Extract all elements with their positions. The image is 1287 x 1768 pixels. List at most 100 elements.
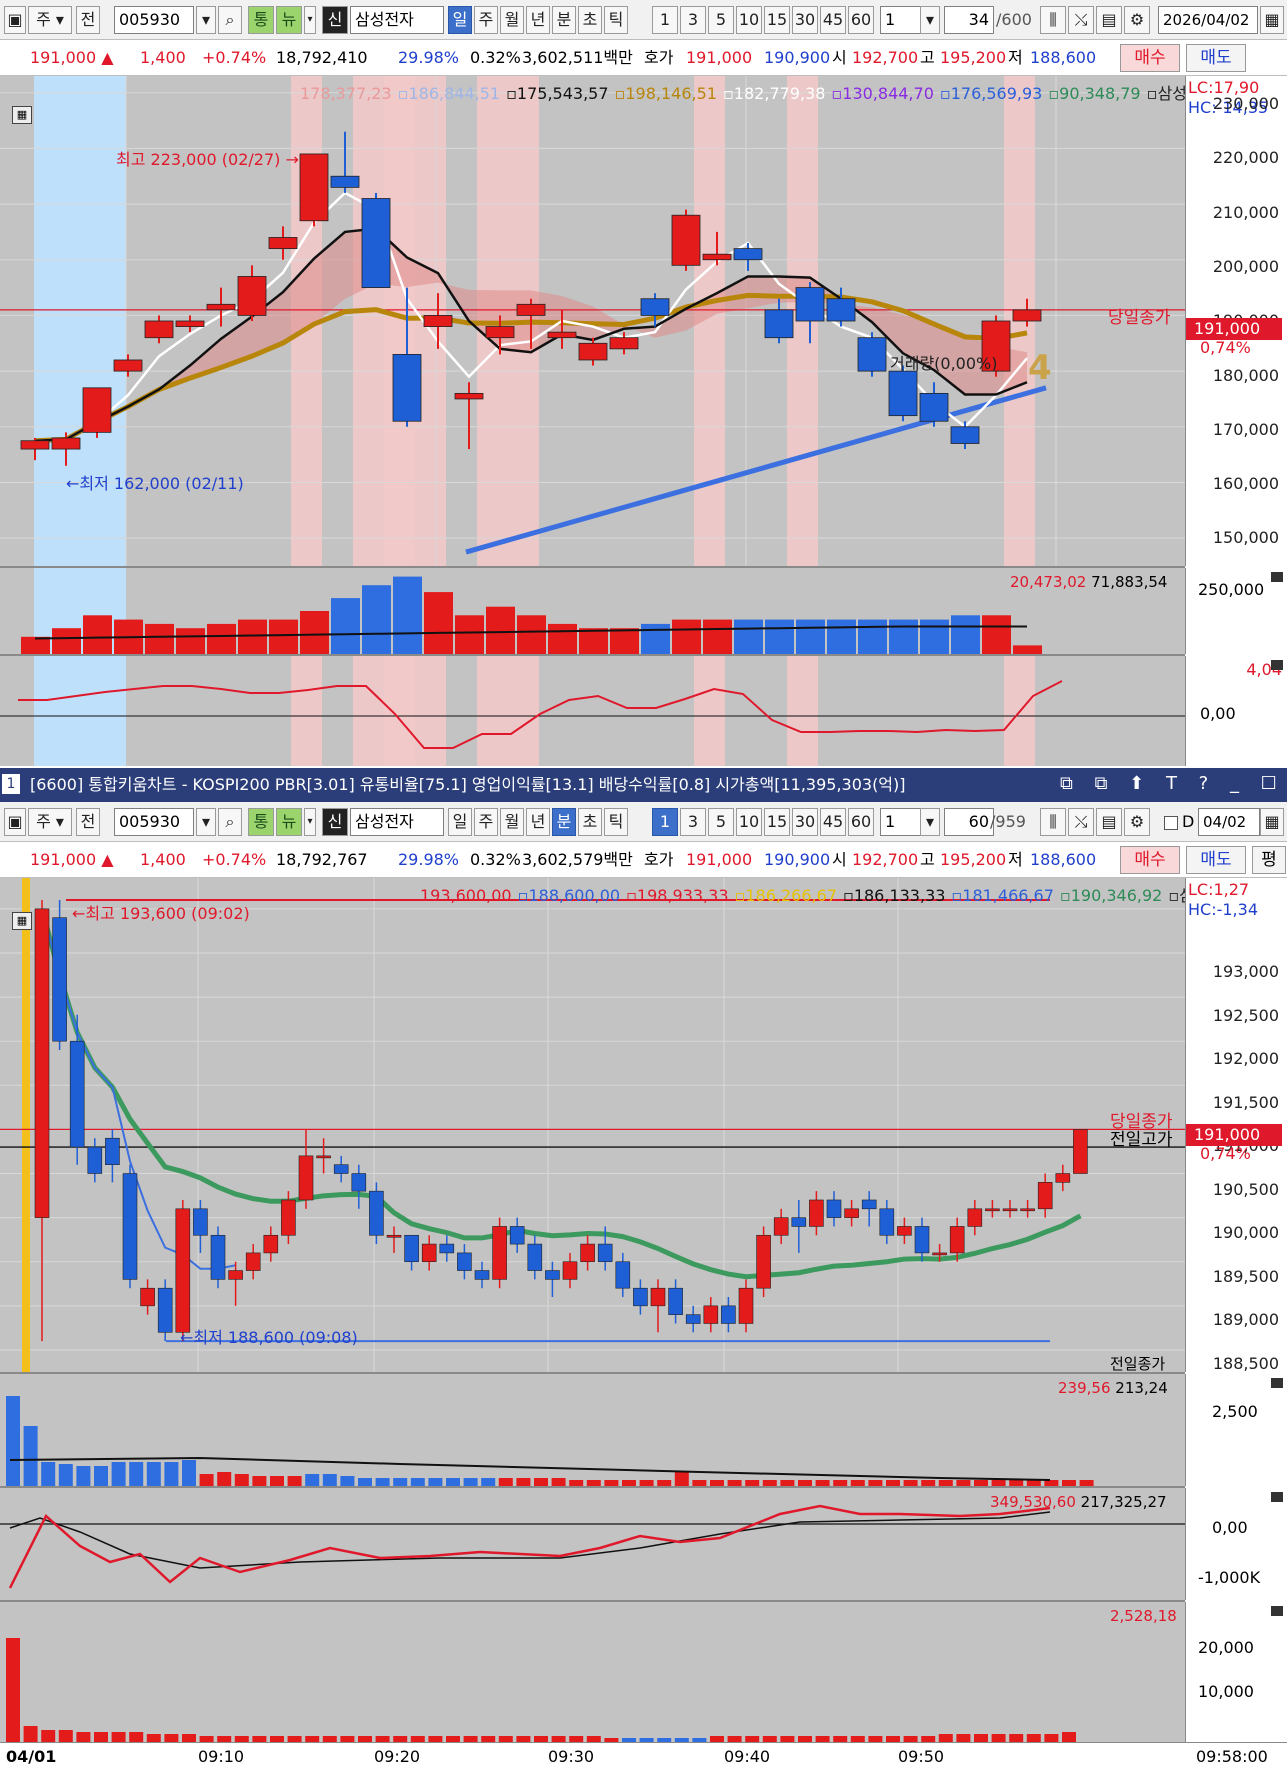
top-interval-tab-3[interactable]: 10 (736, 6, 762, 34)
bottom-indicator-pane[interactable]: 349,530,60 217,325,27 (0, 1488, 1185, 1600)
bottom-period-tab-1[interactable]: 주 (474, 808, 498, 836)
mcandle-body-43 (791, 1217, 807, 1227)
mind2-bar-9 (164, 1734, 179, 1742)
nyu-button[interactable]: 뉴 (276, 6, 302, 34)
code-dropdown-icon[interactable]: ▾ (196, 6, 216, 34)
search-icon[interactable]: ⌕ (218, 6, 242, 34)
pane-close-icon-2[interactable] (1271, 660, 1283, 670)
ind-pink-band-5 (787, 656, 818, 766)
search-icon-b[interactable]: ⌕ (218, 808, 242, 836)
interval-dropdown-icon[interactable]: ▾ (920, 6, 940, 34)
mvol-bar-33 (586, 1480, 601, 1486)
bottom-indicator2-pane[interactable]: 2,528,18 (0, 1602, 1185, 1742)
compare-tool-icon[interactable]: ⤯ (1068, 6, 1094, 34)
sell-button-b[interactable]: 매도 (1186, 846, 1246, 874)
period-select[interactable]: 주 ▾ (28, 6, 72, 34)
nyu-dropdown-icon[interactable]: ▾ (304, 6, 316, 34)
nyu-dropdown-icon-b[interactable]: ▾ (304, 808, 316, 836)
buy-button-b[interactable]: 매수 (1120, 846, 1180, 874)
bottom-interval-tab-7[interactable]: 60 (848, 808, 874, 836)
top-period-tab-2[interactable]: 월 (500, 6, 524, 34)
bottom-interval-tab-2[interactable]: 5 (708, 808, 734, 836)
bottom-period-tab-4[interactable]: 분 (552, 808, 576, 836)
ma-legend: 178,377,23 ▫186,844,51 ▫175,543,57 ▫198,146… (300, 80, 1185, 104)
code-dropdown-icon-b[interactable]: ▾ (196, 808, 216, 836)
bottom-interval-tab-5[interactable]: 30 (792, 808, 818, 836)
code-input-b[interactable]: 005930 (114, 808, 194, 836)
chart-type-icon[interactable]: ▣ (4, 6, 26, 34)
calendar-icon-b[interactable]: ▦ (1260, 808, 1284, 836)
bottom-volume-pane[interactable]: 239,56 213,24 (0, 1374, 1185, 1486)
sell-button[interactable]: 매도 (1186, 44, 1246, 72)
d-checkbox[interactable] (1164, 816, 1178, 830)
candle-tool-icon-b[interactable]: ⫼ (1040, 808, 1066, 836)
top-period-tab-5[interactable]: 초 (578, 6, 602, 34)
window-index-badge[interactable]: 1 (2, 774, 20, 794)
ma-legend-b: 193,600,00 ▫188,600,00 ▫198,933,33 ▫186,266… (420, 882, 1185, 906)
interval-input-b[interactable]: 1 (880, 808, 922, 836)
interval-input[interactable]: 1 (880, 6, 922, 34)
calendar-icon[interactable]: ▦ (1260, 6, 1284, 34)
bottom-interval-tab-6[interactable]: 45 (820, 808, 846, 836)
top-period-tab-1[interactable]: 주 (474, 6, 498, 34)
bottom-interval-tab-0[interactable]: 1 (652, 808, 678, 836)
top-interval-tab-0[interactable]: 1 (652, 6, 678, 34)
top-interval-tab-5[interactable]: 30 (792, 6, 818, 34)
date-input[interactable]: 2026/04/02 (1158, 6, 1258, 34)
top-period-tab-3[interactable]: 년 (526, 6, 550, 34)
save-icon[interactable]: ▤ (1096, 6, 1122, 34)
top-interval-tab-2[interactable]: 5 (708, 6, 734, 34)
pane-close-icon-4[interactable] (1271, 1492, 1283, 1502)
tong-button-b[interactable]: 통 (248, 808, 274, 836)
bottom-period-tab-5[interactable]: 초 (578, 808, 602, 836)
top-period-tab-0[interactable]: 일 (448, 6, 472, 34)
table-toggle-icon[interactable]: ▦ (12, 106, 32, 124)
table-toggle-icon-b[interactable]: ▦ (12, 912, 32, 930)
bottom-period-tab-6[interactable]: 틱 (604, 808, 628, 836)
compare-tool-icon-b[interactable]: ⤯ (1068, 808, 1094, 836)
top-volume-pane[interactable]: 20,473,02 71,883,54 (0, 568, 1185, 654)
tong-button[interactable]: 통 (248, 6, 274, 34)
bottom-interval-tab-1[interactable]: 3 (680, 808, 706, 836)
shin-button[interactable]: 신 (322, 6, 348, 34)
bottom-interval-tab-3[interactable]: 10 (736, 808, 762, 836)
nyu-button-b[interactable]: 뉴 (276, 808, 302, 836)
pane-close-icon[interactable] (1271, 572, 1283, 582)
code-input[interactable]: 005930 (114, 6, 194, 34)
pane-close-icon-5[interactable] (1271, 1606, 1283, 1616)
settings-gear-icon[interactable]: ⚙ (1124, 6, 1150, 34)
top-interval-tab-4[interactable]: 15 (764, 6, 790, 34)
settings-gear-icon-b[interactable]: ⚙ (1124, 808, 1150, 836)
top-interval-tab-1[interactable]: 3 (680, 6, 706, 34)
interval-dropdown-icon-b[interactable]: ▾ (920, 808, 940, 836)
stock-name-field[interactable]: 삼성전자 (350, 6, 444, 34)
extra-button[interactable]: 평 (1252, 846, 1286, 874)
bottom-period-tab-2[interactable]: 월 (500, 808, 524, 836)
chart-type-icon-b[interactable]: ▣ (4, 808, 26, 836)
bottom-period-tab-3[interactable]: 년 (526, 808, 550, 836)
top-period-tab-6[interactable]: 틱 (604, 6, 628, 34)
count-input[interactable]: 34 (944, 6, 994, 34)
prev-button-b[interactable]: 전 (76, 808, 100, 836)
top-period-tab-4[interactable]: 분 (552, 6, 576, 34)
top-interval-tab-7[interactable]: 60 (848, 6, 874, 34)
save-icon-b[interactable]: ▤ (1096, 808, 1122, 836)
minute-price-chart[interactable]: ▦ 193,600,00 ▫188,600,00 ▫198,933,33 ▫186,2… (0, 878, 1185, 1372)
weekly-price-chart[interactable]: ▦ 178,377,23 ▫186,844,51 ▫175,543,57 ▫198,1… (0, 76, 1185, 566)
top-interval-tab-6[interactable]: 45 (820, 6, 846, 34)
period-select-b[interactable]: 주 ▾ (28, 808, 72, 836)
mcandle-body-13 (263, 1234, 279, 1254)
prev-button[interactable]: 전 (76, 6, 100, 34)
count-input-b[interactable]: 60 (944, 808, 994, 836)
buy-button[interactable]: 매수 (1120, 44, 1180, 72)
date-input-b[interactable]: 04/02 (1198, 808, 1260, 836)
stock-name-field-b[interactable]: 삼성전자 (350, 808, 444, 836)
vol-bar-19 (610, 628, 639, 654)
bottom-interval-tab-4[interactable]: 15 (764, 808, 790, 836)
candle-tool-icon[interactable]: ⫼ (1040, 6, 1066, 34)
pane-close-icon-3[interactable] (1271, 1378, 1283, 1388)
shin-button-b[interactable]: 신 (322, 808, 348, 836)
vol-bar-30 (951, 615, 980, 654)
bottom-period-tab-0[interactable]: 일 (448, 808, 472, 836)
top-indicator-pane[interactable] (0, 656, 1185, 766)
